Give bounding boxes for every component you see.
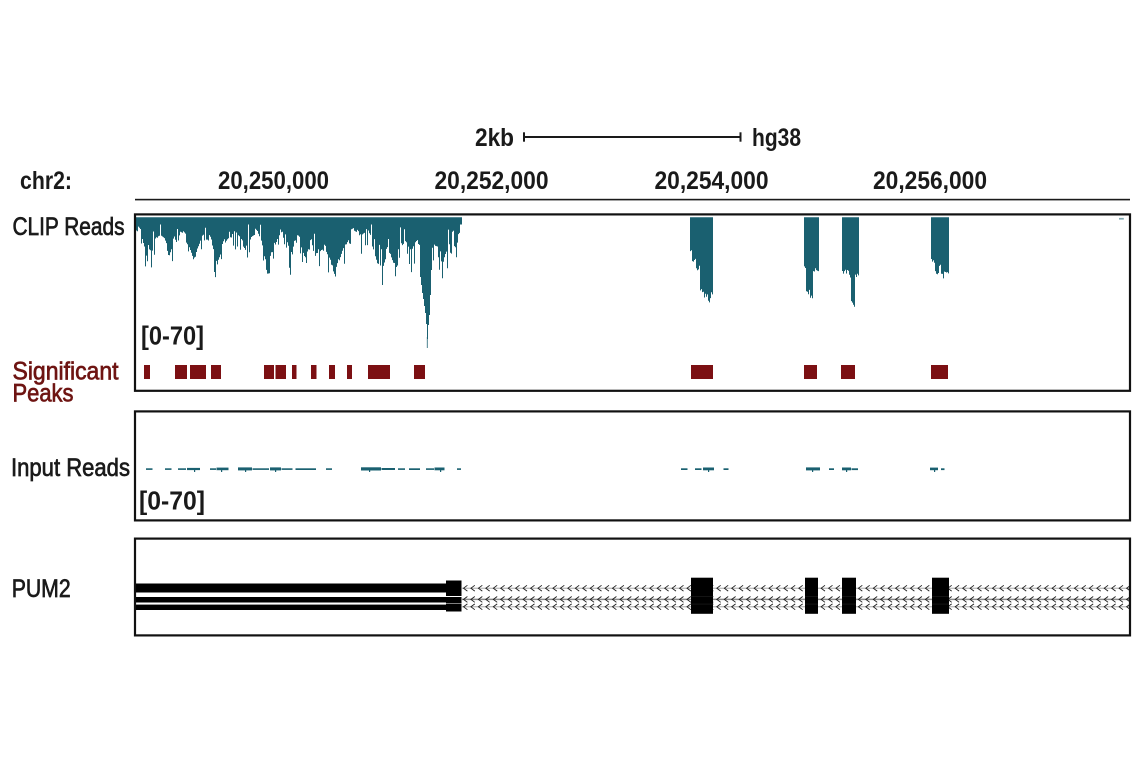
svg-text:Significant: Significant: [13, 358, 119, 386]
svg-text:Peaks: Peaks: [13, 380, 74, 408]
svg-text:[0-70]: [0-70]: [139, 486, 205, 516]
svg-text:20,252,000: 20,252,000: [435, 167, 549, 195]
svg-text:2kb: 2kb: [475, 124, 514, 152]
svg-text:hg38: hg38: [752, 124, 801, 152]
svg-text:20,250,000: 20,250,000: [218, 167, 329, 195]
svg-text:20,254,000: 20,254,000: [655, 167, 769, 195]
svg-text:chr2:: chr2:: [20, 167, 72, 195]
svg-text:Input Reads: Input Reads: [11, 454, 130, 482]
svg-text:20,256,000: 20,256,000: [873, 167, 987, 195]
svg-text:[0-70]: [0-70]: [141, 321, 204, 351]
svg-text:PUM2: PUM2: [12, 575, 71, 603]
svg-text:CLIP Reads: CLIP Reads: [13, 213, 125, 241]
